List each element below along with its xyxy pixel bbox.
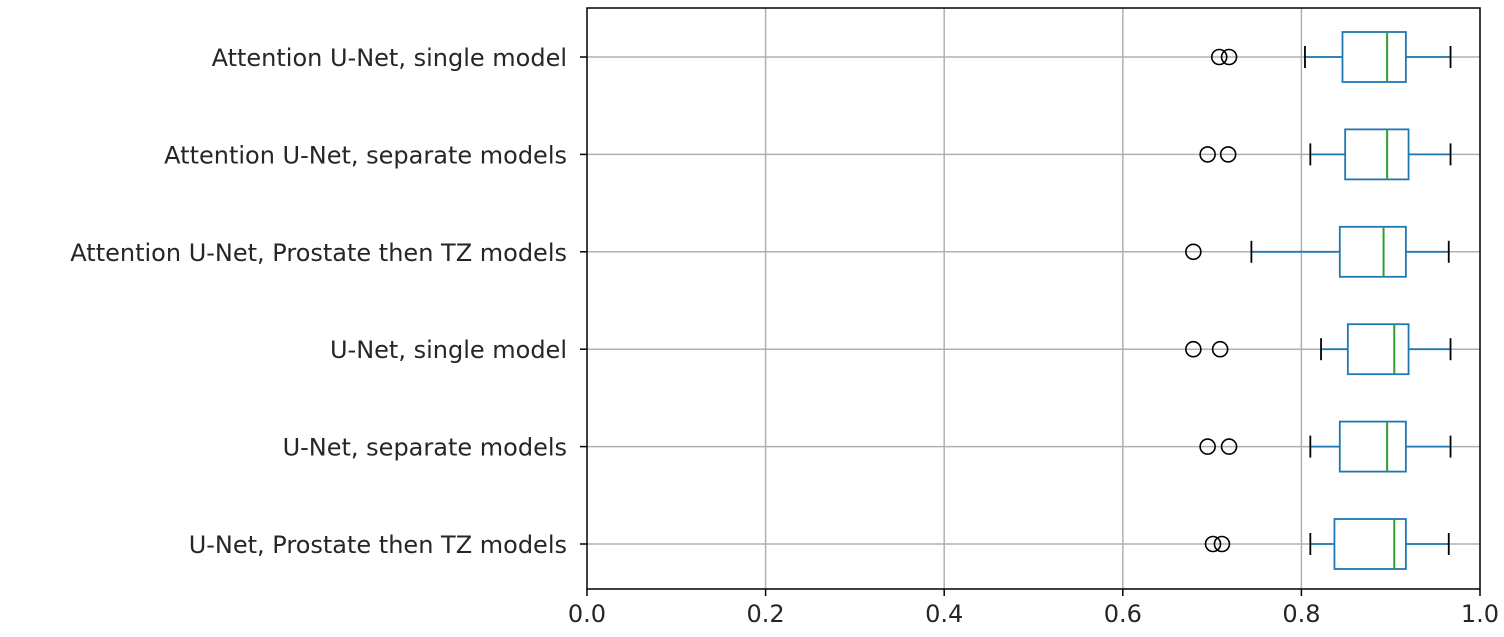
y-tick-label: Attention U-Net, Prostate then TZ models <box>70 239 567 267</box>
x-tick-label: 0.0 <box>568 600 606 628</box>
plot-frame <box>586 7 1481 590</box>
box-group <box>1199 420 1452 473</box>
box-iqr <box>1341 31 1407 83</box>
y-tick-label: Attention U-Net, separate models <box>164 141 567 169</box>
outlier-point <box>1219 146 1237 163</box>
outlier-point <box>1199 146 1216 163</box>
axis-ticks <box>580 56 1481 596</box>
box-group <box>1185 323 1452 376</box>
y-tick-label: U-Net, single model <box>330 336 567 364</box>
x-tick-label: 1.0 <box>1461 600 1499 628</box>
outlier-point <box>1213 535 1231 553</box>
outlier-point <box>1204 535 1222 553</box>
outlier-point <box>1220 48 1238 66</box>
box-layer <box>1185 31 1452 570</box>
x-tick-labels: 0.0 0.2 0.4 0.6 0.8 1.0 <box>568 600 1499 628</box>
box-iqr <box>1338 420 1407 473</box>
box-iqr <box>1346 323 1410 376</box>
outlier-point <box>1199 438 1216 455</box>
x-tick-label: 0.4 <box>925 600 963 628</box>
x-tick-label: 0.2 <box>747 600 785 628</box>
outlier-point <box>1210 48 1228 66</box>
outlier-point <box>1185 243 1202 261</box>
box-group <box>1199 128 1452 181</box>
outlier-point <box>1220 438 1238 455</box>
box-group <box>1210 31 1452 83</box>
y-tick-label: U-Net, Prostate then TZ models <box>189 531 567 559</box>
box-group <box>1204 518 1450 570</box>
x-tick-label: 0.8 <box>1282 600 1320 628</box>
box-iqr <box>1344 128 1410 181</box>
outlier-point <box>1185 340 1202 358</box>
y-tick-label: Attention U-Net, single model <box>212 44 567 72</box>
y-tick-label: U-Net, separate models <box>283 434 567 462</box>
box-group <box>1185 225 1450 278</box>
x-tick-label: 0.6 <box>1104 600 1142 628</box>
outlier-point <box>1211 340 1229 358</box>
box-iqr <box>1338 225 1407 278</box>
y-tick-labels: Attention U-Net, single model Attention U… <box>70 44 567 559</box>
